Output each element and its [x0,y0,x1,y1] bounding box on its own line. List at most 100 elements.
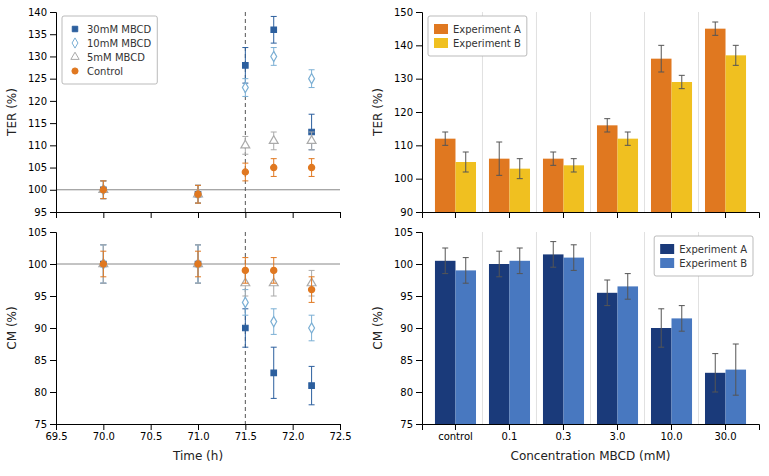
tick-mark [50,328,56,329]
legend-swatch [434,24,448,34]
legend-label: 30mM MBCD [87,24,152,35]
point [309,323,315,333]
tick: 100 [28,259,56,270]
legend-label: 5mM MBCD [87,52,145,63]
tick-label: 95 [34,291,47,302]
plot-area [435,12,746,212]
tick-mark [416,45,422,46]
tick: 125 [28,73,56,84]
error-bar [195,185,201,203]
panel: 90100110120130140150TER (%)Experiment AE… [371,7,760,218]
tick: 95 [34,291,56,302]
tick-mark [509,212,510,218]
tick-mark [50,264,56,265]
tick-mark [50,12,56,13]
error-bar [571,245,577,271]
error-bar [195,185,201,203]
tick-label: 0.1 [502,431,518,442]
error-bar [309,277,315,303]
tick-mark [50,123,56,124]
bar [618,286,639,424]
axis-line [57,213,341,219]
error-bar [271,258,277,284]
legend-label: Experiment B [679,258,747,269]
tick-mark [416,112,422,113]
legend-swatch [71,52,79,59]
tick [671,212,672,218]
legend-frame [428,16,527,56]
point [195,259,201,269]
axis-line [423,425,760,431]
tick-label: 100 [28,259,47,270]
error-bar [271,159,277,177]
bar [672,82,693,212]
tick-mark [563,212,564,218]
tick-label: 70.0 [93,431,115,442]
tick: 3.0 [610,424,626,442]
tick-mark [416,328,422,329]
error-bar [604,119,610,132]
point [243,325,248,330]
tick-label: 150 [394,7,413,18]
point [242,297,248,307]
tick-mark [416,12,422,13]
error-bar [242,163,248,181]
tick-label: 130 [394,73,413,84]
tick: 71.0 [187,424,209,442]
tick [725,212,726,218]
tick-mark [725,424,726,430]
legend-swatch [434,38,448,48]
error-bar [309,315,315,341]
tick-label: control [438,431,473,442]
tick-mark [151,424,152,430]
tick-mark [50,168,56,169]
tick: 10.0 [660,424,682,442]
tick: 150 [394,7,422,18]
tick [563,212,564,218]
tick: 130 [28,51,56,62]
tick-mark [293,424,294,430]
tick-label: 90 [400,207,413,218]
x-axis: control0.10.33.010.030.0 [423,424,760,442]
error-bar [100,181,106,199]
y-axis: 7580859095100105 [394,227,423,430]
tick [617,212,618,218]
tick: 85 [34,355,56,366]
tick-label: 85 [400,355,413,366]
legend: Experiment AExperiment B [428,16,527,56]
tick: 75 [34,419,56,430]
tick: 140 [394,40,422,51]
tick-mark [245,424,246,430]
tick: 0.3 [556,424,572,442]
tick-label: 100 [394,173,413,184]
error-bar [309,70,315,88]
tick-mark [50,34,56,35]
point [100,187,106,193]
tick-mark [198,212,199,218]
error-bar [100,245,106,283]
series [99,245,316,296]
error-bar [679,306,685,332]
tick: 100 [394,173,422,184]
tick-label: 105 [28,162,47,173]
point [101,187,106,192]
tick-label: 110 [394,140,413,151]
legend-label: Experiment B [453,38,521,49]
error-bar [625,274,631,300]
group-separator [590,12,591,212]
error-bar [442,132,448,145]
tick: 115 [28,118,56,129]
tick: 75 [400,419,422,430]
point [271,267,277,273]
series [99,132,316,203]
tick-mark [725,212,726,218]
point [269,136,278,144]
tick-label: 130 [28,51,47,62]
error-bar [550,152,556,165]
tick-mark [50,145,56,146]
tick-mark [50,232,56,233]
series [455,45,746,212]
point [309,164,315,170]
legend-swatch [660,258,674,268]
error-bar [271,16,277,43]
